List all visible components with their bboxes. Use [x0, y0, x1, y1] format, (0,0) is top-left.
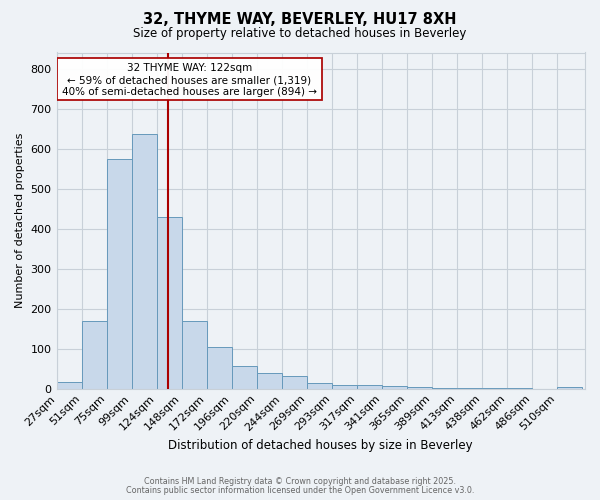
- Bar: [131, 134, 157, 388]
- Bar: [257, 372, 281, 388]
- Text: Size of property relative to detached houses in Beverley: Size of property relative to detached ho…: [133, 28, 467, 40]
- Text: Contains public sector information licensed under the Open Government Licence v3: Contains public sector information licen…: [126, 486, 474, 495]
- Bar: [357, 385, 382, 388]
- Bar: [557, 386, 582, 388]
- Bar: [232, 366, 257, 388]
- Bar: [56, 58, 322, 100]
- Bar: [182, 320, 206, 388]
- Bar: [307, 383, 332, 388]
- Bar: [107, 160, 131, 388]
- Bar: [281, 376, 307, 388]
- Text: Contains HM Land Registry data © Crown copyright and database right 2025.: Contains HM Land Registry data © Crown c…: [144, 477, 456, 486]
- Bar: [407, 386, 432, 388]
- Text: 40% of semi-detached houses are larger (894) →: 40% of semi-detached houses are larger (…: [62, 88, 317, 98]
- Bar: [332, 384, 357, 388]
- Bar: [206, 347, 232, 389]
- Bar: [157, 218, 182, 388]
- Text: 32 THYME WAY: 122sqm: 32 THYME WAY: 122sqm: [127, 64, 252, 74]
- Y-axis label: Number of detached properties: Number of detached properties: [15, 133, 25, 308]
- Bar: [382, 386, 407, 388]
- Text: ← 59% of detached houses are smaller (1,319): ← 59% of detached houses are smaller (1,…: [67, 76, 311, 86]
- X-axis label: Distribution of detached houses by size in Beverley: Distribution of detached houses by size …: [169, 440, 473, 452]
- Text: 32, THYME WAY, BEVERLEY, HU17 8XH: 32, THYME WAY, BEVERLEY, HU17 8XH: [143, 12, 457, 28]
- Bar: [56, 382, 82, 388]
- Bar: [82, 322, 107, 388]
